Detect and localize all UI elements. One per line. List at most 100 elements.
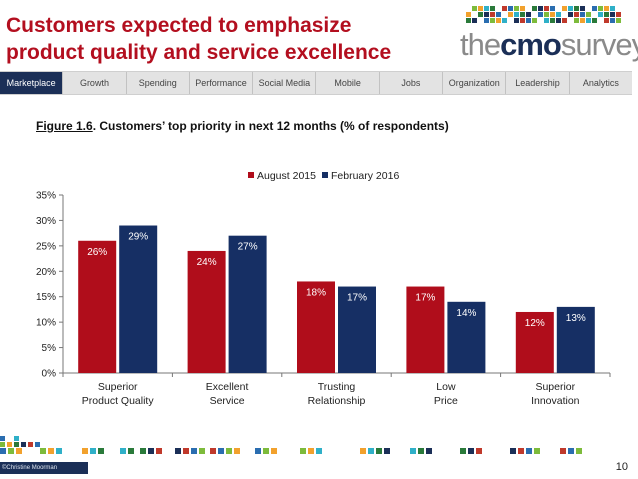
tab-performance[interactable]: Performance bbox=[190, 72, 254, 94]
mosaic-square bbox=[598, 6, 603, 11]
x-tick-label: Price bbox=[434, 395, 458, 407]
footer-square bbox=[156, 448, 162, 454]
chart-bar bbox=[297, 281, 335, 373]
mosaic-square bbox=[484, 12, 489, 17]
chart-bar bbox=[78, 240, 117, 373]
mosaic-square bbox=[496, 12, 501, 17]
tab-organization[interactable]: Organization bbox=[443, 72, 507, 94]
footer-square bbox=[518, 448, 524, 454]
mosaic-square bbox=[574, 12, 579, 17]
mosaic-square bbox=[592, 6, 597, 11]
mosaic-square bbox=[574, 6, 579, 11]
y-tick-label: 10% bbox=[36, 318, 56, 329]
footer-square bbox=[560, 448, 566, 454]
y-tick-label: 5% bbox=[42, 343, 57, 354]
mosaic-grid-icon bbox=[466, 6, 621, 23]
data-label: 17% bbox=[415, 293, 435, 304]
figure-label: Figure 1.6 bbox=[36, 119, 93, 133]
mosaic-square bbox=[472, 6, 477, 11]
footer-square bbox=[476, 448, 482, 454]
footer-square bbox=[120, 448, 126, 454]
footer-square bbox=[40, 448, 46, 454]
mosaic-square bbox=[538, 6, 543, 11]
mosaic-square bbox=[490, 6, 495, 11]
footer-square bbox=[410, 448, 416, 454]
tab-jobs[interactable]: Jobs bbox=[380, 72, 444, 94]
footer-square bbox=[376, 448, 382, 454]
mosaic-square bbox=[526, 12, 531, 17]
chart-legend: August 2015 February 2016 bbox=[248, 170, 399, 182]
logo-text-the: the bbox=[460, 27, 501, 62]
mosaic-square bbox=[520, 12, 525, 17]
page-title: Customers expected to emphasize product … bbox=[6, 12, 446, 66]
mosaic-square bbox=[604, 18, 609, 23]
footer-square bbox=[534, 448, 540, 454]
mosaic-square bbox=[592, 18, 597, 23]
footer-square bbox=[568, 448, 574, 454]
tab-mobile[interactable]: Mobile bbox=[316, 72, 380, 94]
mosaic-square bbox=[520, 6, 525, 11]
footer-square bbox=[128, 448, 134, 454]
x-tick-label: Excellent bbox=[206, 381, 249, 393]
data-label: 18% bbox=[306, 287, 326, 298]
footer-square bbox=[90, 448, 96, 454]
x-tick-label: Trusting bbox=[318, 381, 356, 393]
y-tick-label: 15% bbox=[36, 292, 56, 303]
y-tick-label: 25% bbox=[36, 241, 56, 252]
footer-square bbox=[218, 448, 224, 454]
mosaic-square bbox=[598, 12, 603, 17]
footer-square bbox=[199, 448, 205, 454]
footer-square bbox=[183, 448, 189, 454]
chart-bar bbox=[406, 286, 445, 373]
y-tick-label: 30% bbox=[36, 216, 56, 227]
mosaic-square bbox=[490, 12, 495, 17]
footer-square bbox=[98, 448, 104, 454]
chart-bar bbox=[187, 250, 226, 373]
footer-square bbox=[300, 448, 306, 454]
footer-square bbox=[360, 448, 366, 454]
footer-square bbox=[576, 448, 582, 454]
tab-marketplace[interactable]: Marketplace bbox=[0, 72, 64, 94]
mosaic-square bbox=[544, 6, 549, 11]
tab-leadership[interactable]: Leadership bbox=[506, 72, 570, 94]
footer-square bbox=[263, 448, 269, 454]
mosaic-square bbox=[508, 12, 513, 17]
legend-swatch bbox=[322, 172, 328, 178]
mosaic-square bbox=[490, 18, 495, 23]
mosaic-square bbox=[562, 18, 567, 23]
mosaic-square bbox=[562, 6, 567, 11]
footer-mosaic bbox=[0, 436, 582, 454]
tab-social-media[interactable]: Social Media bbox=[253, 72, 317, 94]
data-label: 12% bbox=[525, 318, 545, 329]
mosaic-square bbox=[514, 6, 519, 11]
mosaic-square bbox=[526, 18, 531, 23]
mosaic-square bbox=[610, 6, 615, 11]
mosaic-square bbox=[484, 6, 489, 11]
data-label: 14% bbox=[456, 308, 476, 319]
cmo-survey-logo: thecmosurvey bbox=[458, 4, 638, 66]
legend-label: February 2016 bbox=[331, 170, 399, 182]
footer-square bbox=[16, 448, 22, 454]
mosaic-square bbox=[604, 12, 609, 17]
footer-square bbox=[368, 448, 374, 454]
footer-square bbox=[255, 448, 261, 454]
footer-square bbox=[271, 448, 277, 454]
tab-analytics[interactable]: Analytics bbox=[582, 78, 619, 88]
chart-bar bbox=[338, 286, 376, 373]
footer-square bbox=[510, 448, 516, 454]
footer-square bbox=[82, 448, 88, 454]
mosaic-square bbox=[520, 18, 525, 23]
mosaic-square bbox=[610, 18, 615, 23]
footer-square bbox=[426, 448, 432, 454]
mosaic-square bbox=[568, 6, 573, 11]
mosaic-square bbox=[502, 6, 507, 11]
chart-bar bbox=[228, 235, 267, 373]
tab-spending[interactable]: Spending bbox=[127, 72, 190, 94]
copyright-credit: ©Christine Moorman bbox=[0, 462, 88, 474]
x-tick-label: Low bbox=[436, 381, 456, 393]
title-line-1: Customers expected to emphasize bbox=[6, 14, 352, 37]
mosaic-square bbox=[532, 18, 537, 23]
tab-growth[interactable]: Growth bbox=[63, 72, 127, 94]
footer-square bbox=[0, 442, 5, 447]
footer-square bbox=[384, 448, 390, 454]
